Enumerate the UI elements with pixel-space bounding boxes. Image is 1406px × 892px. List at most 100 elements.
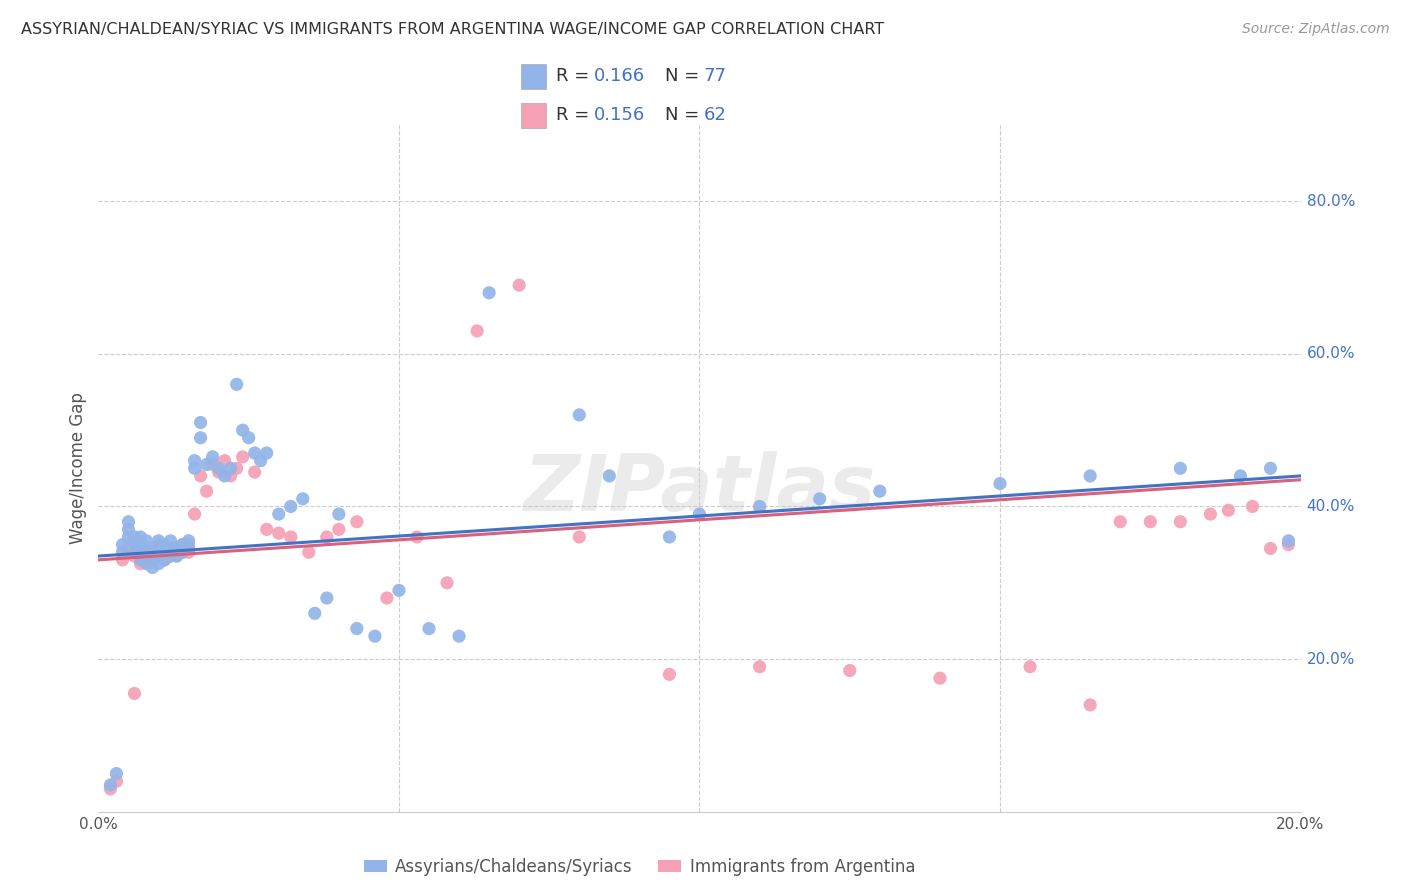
Point [117, 530, 139, 544]
Point [315, 591, 337, 605]
Point [328, 507, 350, 521]
Point [238, 431, 260, 445]
Point [658, 667, 681, 681]
Point [129, 545, 152, 559]
Point [267, 526, 290, 541]
Point [148, 549, 170, 563]
Point [208, 465, 231, 479]
Text: N =: N = [665, 106, 706, 124]
Point [201, 458, 224, 472]
Point [232, 450, 254, 464]
Point [658, 530, 681, 544]
Text: R =: R = [555, 106, 595, 124]
Point [436, 575, 458, 590]
Point [201, 450, 224, 464]
Point [117, 541, 139, 556]
Text: Source: ZipAtlas.com: Source: ZipAtlas.com [1241, 22, 1389, 37]
Point [1277, 538, 1299, 552]
Point [1078, 469, 1101, 483]
Point [219, 461, 242, 475]
FancyBboxPatch shape [522, 63, 546, 89]
Point [141, 545, 163, 559]
Point [124, 530, 146, 544]
Point [568, 530, 591, 544]
Point [304, 607, 326, 621]
Point [1109, 515, 1132, 529]
Point [748, 659, 770, 673]
Point [129, 553, 152, 567]
Point [988, 476, 1011, 491]
Text: 0.156: 0.156 [595, 106, 645, 124]
Point [129, 545, 152, 559]
Point [111, 553, 134, 567]
Point [135, 549, 157, 563]
Point [256, 522, 278, 536]
Point [129, 530, 152, 544]
Point [267, 507, 290, 521]
Point [208, 461, 231, 475]
Text: 20.0%: 20.0% [1306, 651, 1355, 666]
Point [291, 491, 314, 506]
Point [159, 541, 181, 556]
Point [117, 545, 139, 559]
Point [166, 541, 188, 556]
Point [364, 629, 387, 643]
Point [183, 507, 205, 521]
Text: 60.0%: 60.0% [1306, 346, 1355, 361]
Point [124, 549, 146, 563]
Point [124, 538, 146, 552]
Point [153, 538, 176, 552]
Point [1277, 533, 1299, 548]
Point [129, 538, 152, 552]
Point [129, 557, 152, 571]
Point [141, 560, 163, 574]
Point [1170, 515, 1192, 529]
Point [465, 324, 488, 338]
Text: ASSYRIAN/CHALDEAN/SYRIAC VS IMMIGRANTS FROM ARGENTINA WAGE/INCOME GAP CORRELATIO: ASSYRIAN/CHALDEAN/SYRIAC VS IMMIGRANTS F… [21, 22, 884, 37]
Point [148, 545, 170, 559]
Point [166, 549, 188, 563]
Point [135, 557, 157, 571]
Point [280, 530, 302, 544]
Point [135, 541, 157, 556]
Point [166, 549, 188, 563]
Point [159, 549, 181, 563]
Point [225, 377, 247, 392]
Text: 77: 77 [704, 68, 727, 86]
Point [298, 545, 321, 559]
Point [148, 533, 170, 548]
Point [135, 545, 157, 559]
Point [177, 538, 200, 552]
Point [315, 530, 337, 544]
Point [328, 522, 350, 536]
Point [1199, 507, 1222, 521]
Point [183, 461, 205, 475]
Point [172, 538, 194, 552]
Point [141, 553, 163, 567]
Point [166, 541, 188, 556]
Point [388, 583, 411, 598]
Point [190, 431, 212, 445]
Point [153, 545, 176, 559]
Point [418, 622, 440, 636]
Point [214, 469, 236, 483]
Point [148, 541, 170, 556]
Point [243, 446, 266, 460]
Legend: Assyrians/Chaldeans/Syriacs, Immigrants from Argentina: Assyrians/Chaldeans/Syriacs, Immigrants … [357, 851, 922, 882]
Text: 80.0%: 80.0% [1306, 194, 1355, 209]
Point [1260, 541, 1282, 556]
Point [447, 629, 470, 643]
Point [159, 533, 181, 548]
Point [177, 533, 200, 548]
Point [232, 423, 254, 437]
Point [195, 484, 218, 499]
Point [177, 541, 200, 556]
Point [172, 545, 194, 559]
Point [111, 538, 134, 552]
Point [568, 408, 591, 422]
Point [219, 469, 242, 483]
Text: 62: 62 [704, 106, 727, 124]
Point [111, 545, 134, 559]
Point [346, 622, 368, 636]
Point [177, 545, 200, 559]
